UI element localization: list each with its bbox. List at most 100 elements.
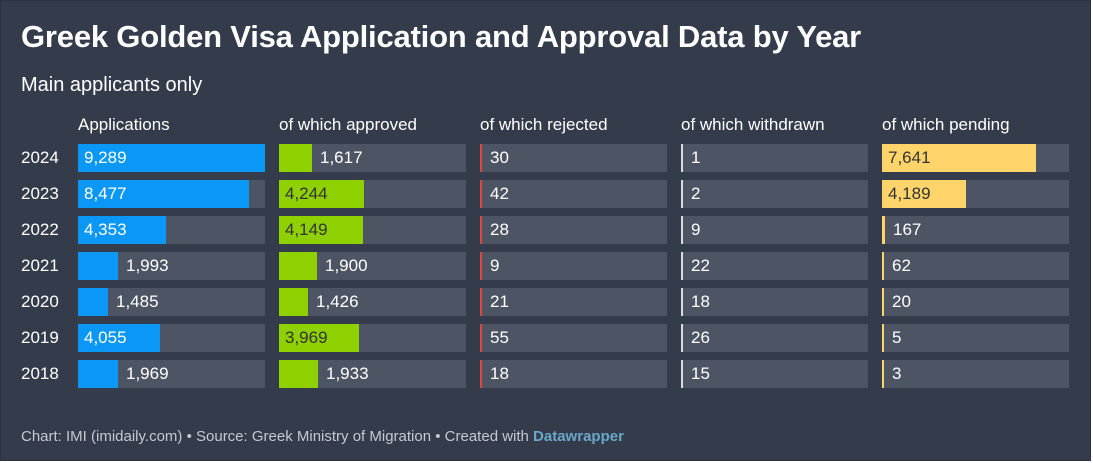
value-label-rejected: 28	[490, 220, 509, 239]
bar-track-pending: 5	[882, 324, 1069, 352]
value-label-applications: 8,477	[84, 184, 127, 203]
value-label-pending: 4,189	[888, 184, 931, 203]
column-header-withdrawn: of which withdrawn	[681, 115, 825, 134]
bar-withdrawn	[681, 252, 683, 280]
footer-separator: •	[431, 428, 445, 445]
chart-title: Greek Golden Visa Application and Approv…	[21, 19, 862, 54]
value-label-withdrawn: 15	[691, 364, 710, 383]
value-label-pending: 7,641	[888, 148, 931, 167]
bar-pending	[882, 324, 884, 352]
bar-withdrawn	[681, 324, 683, 352]
value-label-rejected: 30	[490, 148, 509, 167]
bar-approved	[279, 144, 312, 172]
bar-applications	[78, 252, 118, 280]
value-label-approved: 4,149	[285, 220, 328, 239]
value-label-rejected: 21	[490, 292, 509, 311]
bar-track-approved: 1,900	[279, 252, 466, 280]
value-label-pending: 3	[892, 364, 902, 383]
bar-pending	[882, 360, 884, 388]
bar-withdrawn	[681, 288, 683, 316]
bar-track-applications: 1,993	[78, 252, 265, 280]
bar-withdrawn	[681, 180, 683, 208]
bar-track-rejected: 42	[480, 180, 667, 208]
value-label-pending: 20	[892, 292, 911, 311]
value-label-rejected: 18	[490, 364, 509, 383]
datawrapper-link[interactable]: Datawrapper	[533, 428, 624, 445]
value-label-approved: 1,426	[316, 292, 359, 311]
bar-withdrawn	[681, 216, 683, 244]
source-credit: Source: Greek Ministry of Migration	[196, 428, 432, 445]
bar-track-approved: 4,149	[279, 216, 466, 244]
year-label: 2023	[21, 184, 59, 203]
year-label: 2022	[21, 220, 59, 239]
value-label-applications: 4,055	[84, 328, 127, 347]
bar-track-rejected: 9	[480, 252, 667, 280]
bar-track-applications: 9,289	[78, 144, 265, 172]
bar-rejected	[480, 144, 482, 172]
value-label-approved: 1,617	[320, 148, 363, 167]
bar-rejected	[480, 216, 482, 244]
value-label-withdrawn: 26	[691, 328, 710, 347]
bar-applications	[78, 180, 249, 208]
bar-track-applications: 1,485	[78, 288, 265, 316]
bar-track-pending: 7,641	[882, 144, 1069, 172]
value-label-withdrawn: 1	[691, 148, 701, 167]
bar-track-withdrawn: 18	[681, 288, 868, 316]
year-label: 2020	[21, 292, 59, 311]
bar-track-pending: 3	[882, 360, 1069, 388]
bar-approved	[279, 324, 359, 352]
value-label-approved: 1,933	[326, 364, 369, 383]
value-label-withdrawn: 9	[691, 220, 701, 239]
bar-track-applications: 4,353	[78, 216, 265, 244]
bar-rejected	[480, 288, 482, 316]
bar-track-rejected: 21	[480, 288, 667, 316]
bar-approved	[279, 288, 308, 316]
bar-rejected	[480, 252, 482, 280]
bar-approved	[279, 216, 363, 244]
bar-track-withdrawn: 1	[681, 144, 868, 172]
bar-track-rejected: 18	[480, 360, 667, 388]
bar-track-pending: 4,189	[882, 180, 1069, 208]
created-with-text: Created with	[444, 428, 534, 445]
value-label-withdrawn: 18	[691, 292, 710, 311]
bar-track-withdrawn: 9	[681, 216, 868, 244]
bar-applications	[78, 360, 118, 388]
bar-track-applications: 8,477	[78, 180, 265, 208]
bar-track-pending: 62	[882, 252, 1069, 280]
year-label: 2021	[21, 256, 59, 275]
bar-pending	[882, 252, 884, 280]
year-label: 2018	[21, 364, 59, 383]
value-label-pending: 62	[892, 256, 911, 275]
bar-withdrawn	[681, 360, 683, 388]
year-label: 2019	[21, 328, 59, 347]
bar-withdrawn	[681, 144, 683, 172]
footer-separator: •	[182, 428, 196, 445]
bar-approved	[279, 360, 318, 388]
value-label-applications: 4,353	[84, 220, 127, 239]
value-label-rejected: 9	[490, 256, 500, 275]
bar-pending	[882, 288, 884, 316]
value-label-applications: 1,969	[126, 364, 169, 383]
bar-track-applications: 1,969	[78, 360, 265, 388]
bar-pending	[882, 180, 966, 208]
bar-track-withdrawn: 15	[681, 360, 868, 388]
bar-applications	[78, 324, 160, 352]
value-label-approved: 4,244	[285, 184, 328, 203]
value-label-applications: 1,485	[116, 292, 159, 311]
bar-approved	[279, 252, 317, 280]
bar-track-rejected: 28	[480, 216, 667, 244]
bar-applications	[78, 216, 166, 244]
bar-track-rejected: 30	[480, 144, 667, 172]
value-label-pending: 5	[892, 328, 902, 347]
chart-credit: Chart: IMI (imidaily.com)	[21, 428, 183, 445]
bar-applications	[78, 288, 108, 316]
bar-rejected	[480, 360, 482, 388]
bar-pending	[882, 216, 885, 244]
value-label-withdrawn: 2	[691, 184, 701, 203]
column-header-pending: of which pending	[882, 115, 1010, 134]
bar-track-approved: 1,617	[279, 144, 466, 172]
bar-applications	[78, 144, 265, 172]
bar-track-withdrawn: 2	[681, 180, 868, 208]
value-label-applications: 1,993	[126, 256, 169, 275]
